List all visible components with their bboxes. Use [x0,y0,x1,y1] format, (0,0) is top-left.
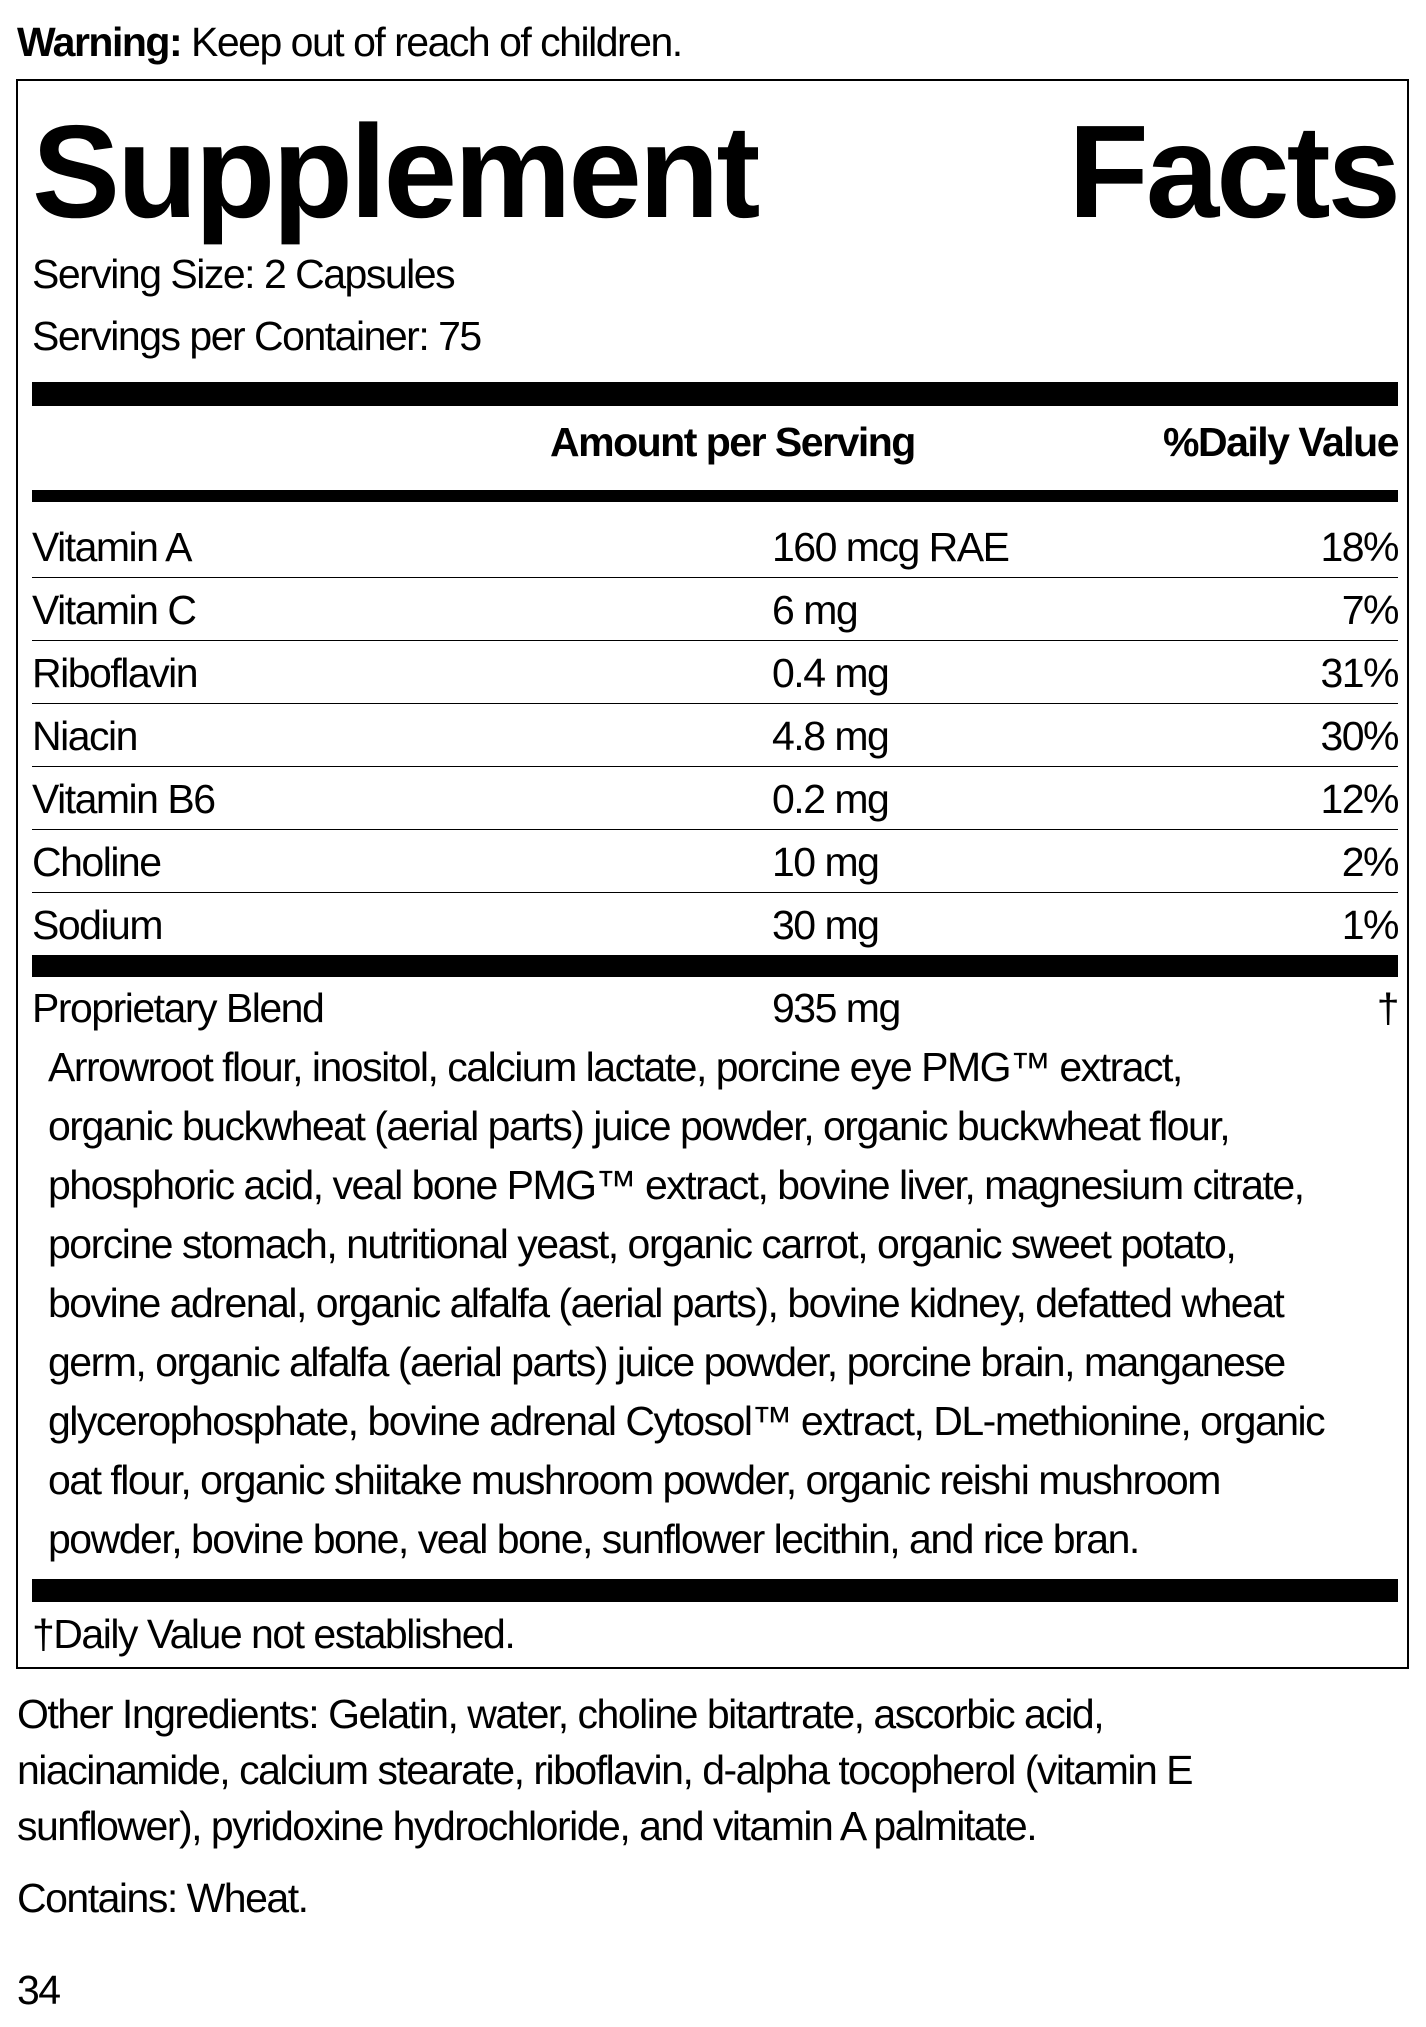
nutrient-name: Niacin [32,713,138,759]
thick-divider [32,382,1398,406]
nutrient-row: Choline 10 mg 2% [32,831,1400,894]
row-divider [32,703,1398,704]
nutrient-row: Riboflavin 0.4 mg 31% [32,642,1399,705]
nutrient-amount: 0.4 mg [772,650,890,696]
nutrient-amount: 6 mg [772,587,859,633]
thick-divider [32,955,1398,977]
other-ingredients-line: sunflower), pyridoxine hydrochloride, an… [17,1803,1038,1849]
nutrient-name: Vitamin B6 [32,776,216,822]
thick-divider [32,1579,1398,1602]
header-amount: Amount per Serving [550,419,916,465]
nutrient-daily-value: 31% [1320,650,1399,696]
nutrient-row: Sodium 30 mg 1% [32,894,1400,957]
nutrient-amount: 10 mg [772,839,880,885]
nutrient-daily-value: 1% [1341,902,1400,948]
nutrient-name: Choline [32,839,162,885]
nutrient-row: Vitamin B6 0.2 mg 12% [32,768,1399,831]
contains-statement: Contains: Wheat. [17,1875,309,1921]
servings-per-container: Servings per Container: 75 [32,313,482,359]
serving-size: Serving Size: 2 Capsules [32,251,456,297]
blend-dv: † [1376,985,1400,1031]
nutrient-amount: 160 mcg RAE [772,524,1010,570]
nutrient-amount: 30 mg [772,902,880,948]
nutrient-row: Vitamin A 160 mcg RAE 18% [32,516,1399,579]
nutrient-daily-value: 30% [1320,713,1399,759]
row-divider [32,892,1398,893]
nutrient-daily-value: 12% [1320,776,1399,822]
blend-row: Proprietary Blend 935 mg † [32,977,1400,1040]
warning-label: Warning: [17,19,183,65]
warning-text: Warning: Keep out of reach of children. [17,19,683,65]
blend-amount: 935 mg [772,985,901,1031]
blend-ingredients-line: powder, bovine bone, veal bone, sunflowe… [48,1516,1140,1562]
blend-ingredients-line: organic buckwheat (aerial parts) juice p… [48,1103,1231,1149]
title-word-2: Facts [1068,98,1401,245]
nutrient-name: Sodium [32,902,164,948]
row-divider [32,766,1398,767]
warning-body: Keep out of reach of children. [191,19,683,65]
other-ingredients-line: Other Ingredients: Gelatin, water, choli… [17,1691,1105,1737]
blend-name: Proprietary Blend [32,985,325,1031]
blend-ingredients-line: Arrowroot flour, inositol, calcium lacta… [48,1044,1183,1090]
nutrient-daily-value: 18% [1320,524,1399,570]
row-divider [32,829,1398,830]
header-divider [32,490,1398,502]
header-daily-value: %Daily Value [1163,419,1399,465]
row-divider [32,577,1398,578]
blend-ingredients-line: germ, organic alfalfa (aerial parts) jui… [48,1339,1286,1385]
nutrient-daily-value: 7% [1341,587,1400,633]
blend-ingredients-line: porcine stomach, nutritional yeast, orga… [48,1221,1237,1267]
footnote: †Daily Value not established. [32,1611,516,1657]
title-word-1: Supplement [32,98,760,245]
nutrient-name: Vitamin C [32,587,197,633]
nutrient-amount: 0.2 mg [772,776,890,822]
blend-ingredients-line: glycerophosphate, bovine adrenal Cytosol… [48,1398,1326,1444]
nutrient-amount: 4.8 mg [772,713,890,759]
panel-title: Supplement Facts [32,96,1401,248]
page-number: 34 [17,1967,61,2013]
nutrient-name: Riboflavin [32,650,199,696]
supplement-facts-panel [16,79,1409,1669]
row-divider [32,640,1398,641]
nutrient-row: Vitamin C 6 mg 7% [32,579,1400,642]
nutrient-row: Niacin 4.8 mg 30% [32,705,1399,768]
other-ingredients-line: niacinamide, calcium stearate, riboflavi… [17,1747,1194,1793]
nutrient-daily-value: 2% [1341,839,1400,885]
blend-ingredients-line: oat flour, organic shiitake mushroom pow… [48,1457,1221,1503]
blend-ingredients-line: phosphoric acid, veal bone PMG™ extract,… [48,1162,1305,1208]
nutrient-name: Vitamin A [32,524,192,570]
blend-ingredients-line: bovine adrenal, organic alfalfa (aerial … [48,1280,1285,1326]
